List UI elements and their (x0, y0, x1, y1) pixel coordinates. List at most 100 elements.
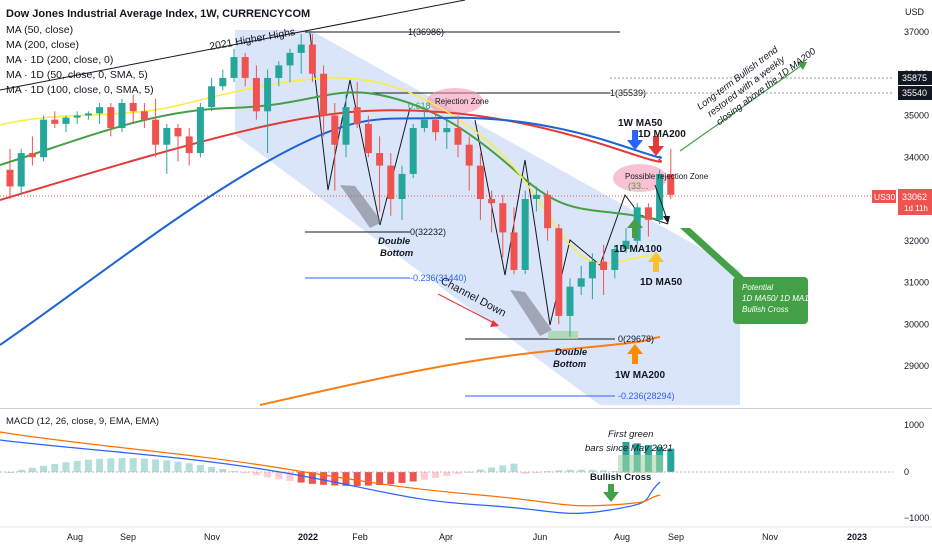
indicator-ma200-label[interactable]: MA (200, close) (6, 39, 79, 51)
ma-line (0, 116, 663, 346)
fib-label-0618: 0.618 (408, 101, 431, 111)
candle-body (622, 240, 630, 250)
ma-line (0, 109, 663, 201)
time-axis[interactable]: Aug Sep Nov 2022 Feb Apr Jun Aug Sep Nov 2023 (67, 532, 867, 542)
candle-body (51, 119, 59, 124)
macd-histogram-bar (107, 458, 115, 472)
pane-separator[interactable] (0, 408, 932, 409)
macd-histogram-bar (297, 472, 305, 483)
macd-histogram-bar (84, 459, 92, 472)
candle-body (398, 173, 406, 199)
candle-body (286, 52, 294, 66)
channel-down-arrow-head (490, 320, 499, 327)
indicator-1d-ma50-label[interactable]: MA · 1D (50, close, 0, SMA, 5) (6, 69, 148, 81)
macd-histogram-bar (432, 472, 440, 478)
double-bottom-label-1: Double Bottom (378, 236, 414, 259)
marker-35540-bg (898, 86, 932, 100)
candle-body (17, 153, 25, 187)
price-tick: 30000 (904, 319, 929, 329)
macd-histogram-bar (353, 472, 361, 486)
macd-histogram-bar (152, 459, 160, 472)
w-ma50-label: 1W MA50 (618, 118, 663, 129)
candle-body (364, 123, 372, 154)
potential-callout-box (733, 277, 808, 324)
symbol-badge-text: US30 (874, 192, 896, 202)
first-green-highlight (618, 455, 663, 473)
candle-body (353, 107, 361, 124)
macd-histogram-bar (376, 472, 384, 486)
time-tick: Sep (120, 532, 136, 542)
candle-body (28, 153, 36, 158)
candle-body (118, 102, 126, 129)
price-axis[interactable]: USD 370003600035000340003300032000310003… (872, 7, 932, 371)
candle-body (241, 57, 249, 78)
candle-body (465, 144, 473, 166)
potential-callout-label: Potential 1D MA50/ 1D MA100 Bullish Cros… (742, 283, 820, 314)
countdown-text: 1d 11h (904, 204, 928, 213)
macd-histogram-bar (566, 469, 574, 472)
macd-histogram-bar (577, 469, 585, 472)
marker-35875-text: 35875 (902, 73, 927, 83)
blue-arrow-w-ma50 (627, 130, 643, 150)
candle-body (275, 65, 283, 78)
ma-line (0, 91, 661, 221)
candle-body (219, 77, 227, 87)
yellow-arrow-d-ma50 (648, 252, 664, 272)
candle-body (544, 194, 552, 229)
macd-histogram-bar (174, 461, 182, 472)
time-tick: Jun (533, 532, 548, 542)
candle-body (140, 111, 148, 120)
candlesticks (6, 34, 675, 337)
possible-rejection-zone-marker (613, 164, 667, 192)
price-tick: 34000 (904, 152, 929, 162)
time-tick: Apr (439, 532, 453, 542)
macd-histogram-bar (521, 472, 529, 474)
candle-body (163, 128, 171, 145)
candle-body (320, 73, 328, 116)
d-ma100-label: 1D MA100 (614, 244, 662, 255)
macd-histogram-bar (320, 472, 328, 485)
candle-body (107, 107, 115, 129)
candle-body (454, 128, 462, 145)
macd-histogram-bar (17, 469, 25, 472)
macd-histogram-bar (129, 458, 137, 472)
macd-histogram-bar (499, 465, 507, 472)
indicator-ma50-label[interactable]: MA (50, close) (6, 24, 74, 36)
currency-label: USD (905, 7, 925, 17)
indicator-1d-ma200-label[interactable]: MA · 1D (200, close, 0) (6, 54, 114, 66)
macd-line (0, 439, 661, 514)
time-tick: Nov (204, 532, 221, 542)
candle-body (6, 169, 14, 187)
first-green-label: First green bars since May 2021 (585, 429, 673, 454)
projection-arrow (654, 184, 669, 223)
macd-histogram-bar (611, 471, 619, 473)
candle-body (521, 199, 529, 270)
macd-axis: 1000 0 −1000 (904, 420, 929, 523)
w-ma200-label: 1W MA200 (615, 370, 665, 381)
price-tick: 29000 (904, 361, 929, 371)
ma-line (0, 77, 661, 265)
fib-label-36986: 1(36986) (408, 27, 444, 37)
moving-averages (0, 77, 663, 406)
potential-callout-pointer (680, 228, 745, 278)
macd-histogram-bar (140, 458, 148, 472)
macd-histogram-bar (409, 472, 417, 482)
candle-body (611, 249, 619, 270)
macd-histogram-bar (420, 472, 428, 480)
candle-body (62, 117, 70, 124)
macd-title: MACD (12, 26, close, 9, EMA, EMA) (6, 416, 159, 427)
macd-histogram-bar (163, 460, 171, 472)
macd-histogram-bar (264, 472, 272, 478)
macd-histogram-bar (118, 458, 126, 472)
indicator-1d-ma100-label[interactable]: MA · 1D (100, close, 0, SMA, 5) (6, 84, 154, 96)
macd-pane[interactable] (0, 431, 893, 514)
long-term-label: Long-term Bullish trend restored with a … (695, 26, 818, 131)
fib-label-29678: 0(29678) (618, 334, 654, 344)
macd-histogram-bar (196, 464, 204, 472)
candle-body (432, 119, 440, 133)
candle-body (297, 44, 305, 53)
candle-body (84, 113, 92, 116)
macd-histogram-bar (555, 470, 563, 472)
fib-label-033: (33... (628, 181, 649, 191)
